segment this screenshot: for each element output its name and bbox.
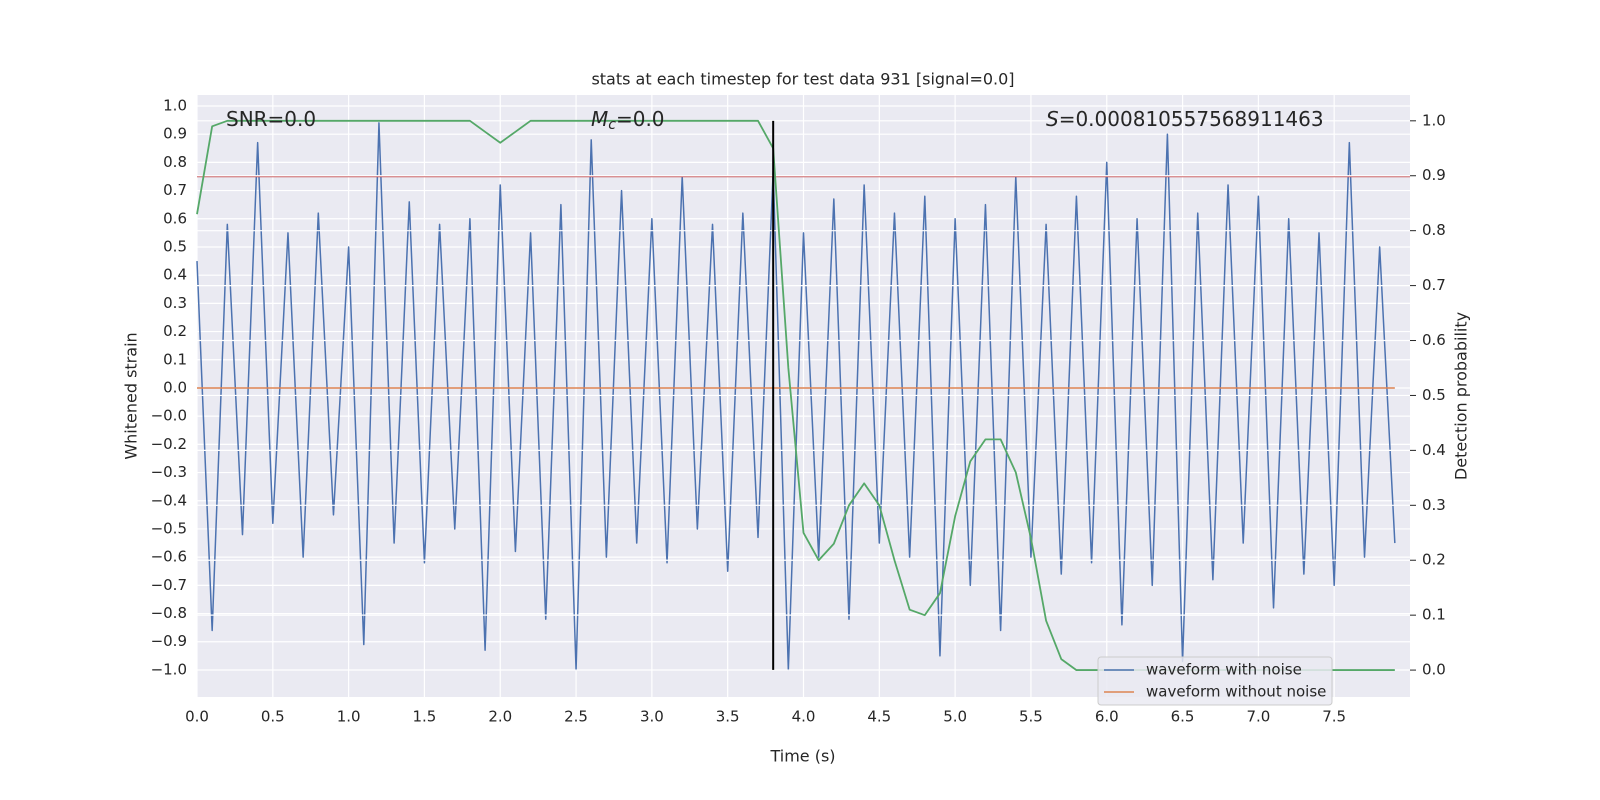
annotation-symbol: S — [1046, 107, 1059, 131]
y-tick-label: −0.9 — [151, 632, 187, 650]
annotation: Mc=0.0 — [591, 107, 665, 134]
y-tick-label: 0.9 — [163, 125, 187, 143]
x-tick-label: 1.5 — [413, 708, 437, 726]
legend-box — [1097, 656, 1333, 706]
x-tick-label: 3.5 — [716, 708, 740, 726]
y-tick-label: 0.8 — [163, 153, 187, 171]
y-tick-label: −0.2 — [151, 435, 187, 453]
y2-tick-label: 0.3 — [1422, 496, 1446, 514]
x-axis-label: Time (s) — [769, 747, 835, 766]
x-tick-label: 2.0 — [488, 708, 512, 726]
y-tick-label: 0.4 — [163, 266, 187, 284]
annotation: SNR=0.0 — [226, 107, 316, 131]
y-axis-label: Whitened strain — [122, 332, 141, 459]
x-tick-label: 6.5 — [1171, 708, 1195, 726]
y2-tick-label: 0.9 — [1422, 166, 1446, 184]
y-tick-label: −0.3 — [151, 463, 187, 481]
x-tick-label: 1.0 — [337, 708, 361, 726]
annotation-text: SNR=0.0 — [226, 107, 316, 131]
y-tick-label: −0.7 — [151, 576, 187, 594]
y-tick-label: 0.0 — [163, 378, 187, 396]
y2-tick-label: 0.0 — [1422, 661, 1446, 679]
x-tick-label: 7.0 — [1246, 708, 1270, 726]
y2-axis-label: Detection probability — [1452, 312, 1471, 480]
y-tick-label: −0.8 — [151, 604, 187, 622]
y-tick-label: −0.5 — [151, 519, 187, 537]
annotation-symbol: M — [591, 107, 608, 131]
x-tick-label: 0.5 — [261, 708, 285, 726]
y-tick-label: −0.6 — [151, 548, 187, 566]
x-tick-label: 4.5 — [867, 708, 891, 726]
y-tick-label: 0.6 — [163, 209, 187, 227]
annotation-text: =0.0 — [616, 107, 665, 131]
x-tick-label: 3.0 — [640, 708, 664, 726]
y2-tick-label: 0.6 — [1422, 331, 1446, 349]
y2-tick-label: 0.1 — [1422, 606, 1446, 624]
x-tick-label: 0.0 — [185, 708, 209, 726]
y2-tick-label: 0.5 — [1422, 386, 1446, 404]
x-tick-label: 5.5 — [1019, 708, 1043, 726]
x-tick-label: 6.0 — [1095, 708, 1119, 726]
y-tick-label: 0.7 — [163, 181, 187, 199]
y-tick-label: 0.2 — [163, 322, 187, 340]
y2-tick-label: 0.4 — [1422, 441, 1446, 459]
y-tick-label: −0.0 — [151, 407, 187, 425]
y-tick-label: 0.1 — [163, 350, 187, 368]
y-tick-label: 0.3 — [163, 294, 187, 312]
x-tick-label: 2.5 — [564, 708, 588, 726]
legend-label: waveform without noise — [1146, 683, 1326, 701]
y2-tick-label: 0.2 — [1422, 551, 1446, 569]
y-tick-label: −0.4 — [151, 491, 187, 509]
annotation: S=0.000810557568911463 — [1046, 107, 1324, 131]
x-tick-label: 7.5 — [1322, 708, 1346, 726]
y-tick-label: 1.0 — [163, 96, 187, 114]
y2-tick-label: 1.0 — [1422, 111, 1446, 129]
y-tick-label: −1.0 — [151, 660, 187, 678]
chart-title: stats at each timestep for test data 931… — [591, 70, 1014, 89]
legend-label: waveform with noise — [1146, 661, 1302, 679]
x-tick-label: 5.0 — [943, 708, 967, 726]
y2-tick-label: 0.7 — [1422, 276, 1446, 294]
annotation-text: =0.000810557568911463 — [1059, 107, 1324, 131]
y-tick-label: 0.5 — [163, 237, 187, 255]
y2-tick-label: 0.8 — [1422, 221, 1446, 239]
annotation-subscript: c — [608, 117, 616, 133]
x-tick-label: 4.0 — [792, 708, 816, 726]
